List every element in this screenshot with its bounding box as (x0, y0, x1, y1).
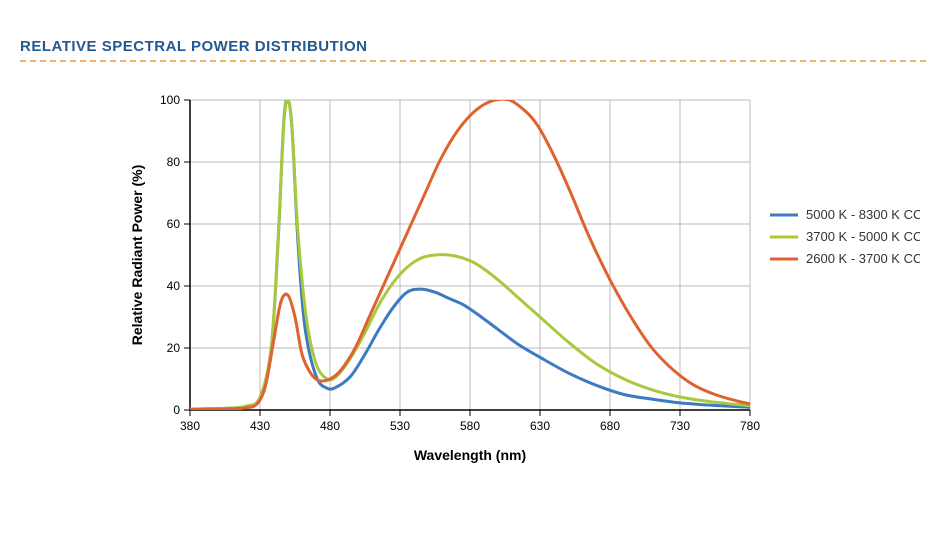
x-axis-label: Wavelength (nm) (414, 447, 526, 463)
legend-label: 3700 K - 5000 K CCT (806, 229, 920, 244)
svg-text:60: 60 (167, 217, 181, 231)
svg-text:630: 630 (530, 419, 550, 433)
divider (20, 60, 926, 62)
grid: 380 430 480 530 580 630 680 730 780 0 20 40 60 80 100 (160, 93, 760, 433)
svg-text:40: 40 (167, 279, 181, 293)
svg-text:780: 780 (740, 419, 760, 433)
svg-text:380: 380 (180, 419, 200, 433)
section-heading: RELATIVE SPECTRAL POWER DISTRIBUTION (20, 38, 367, 55)
svg-text:0: 0 (173, 403, 180, 417)
svg-text:480: 480 (320, 419, 340, 433)
svg-text:100: 100 (160, 93, 180, 107)
svg-text:20: 20 (167, 341, 181, 355)
svg-text:430: 430 (250, 419, 270, 433)
legend-label: 2600 K - 3700 K CCT (806, 251, 920, 266)
svg-text:730: 730 (670, 419, 690, 433)
svg-text:530: 530 (390, 419, 410, 433)
legend-label: 5000 K - 8300 K CCT (806, 207, 920, 222)
legend: 5000 K - 8300 K CCT 3700 K - 5000 K CCT 26… (770, 207, 920, 266)
svg-text:680: 680 (600, 419, 620, 433)
svg-text:80: 80 (167, 155, 181, 169)
svg-text:580: 580 (460, 419, 480, 433)
y-axis-label: Relative Radiant Power (%) (129, 165, 145, 346)
spd-chart: 380 430 480 530 580 630 680 730 780 0 20 40 60 80 100 W… (120, 85, 920, 505)
